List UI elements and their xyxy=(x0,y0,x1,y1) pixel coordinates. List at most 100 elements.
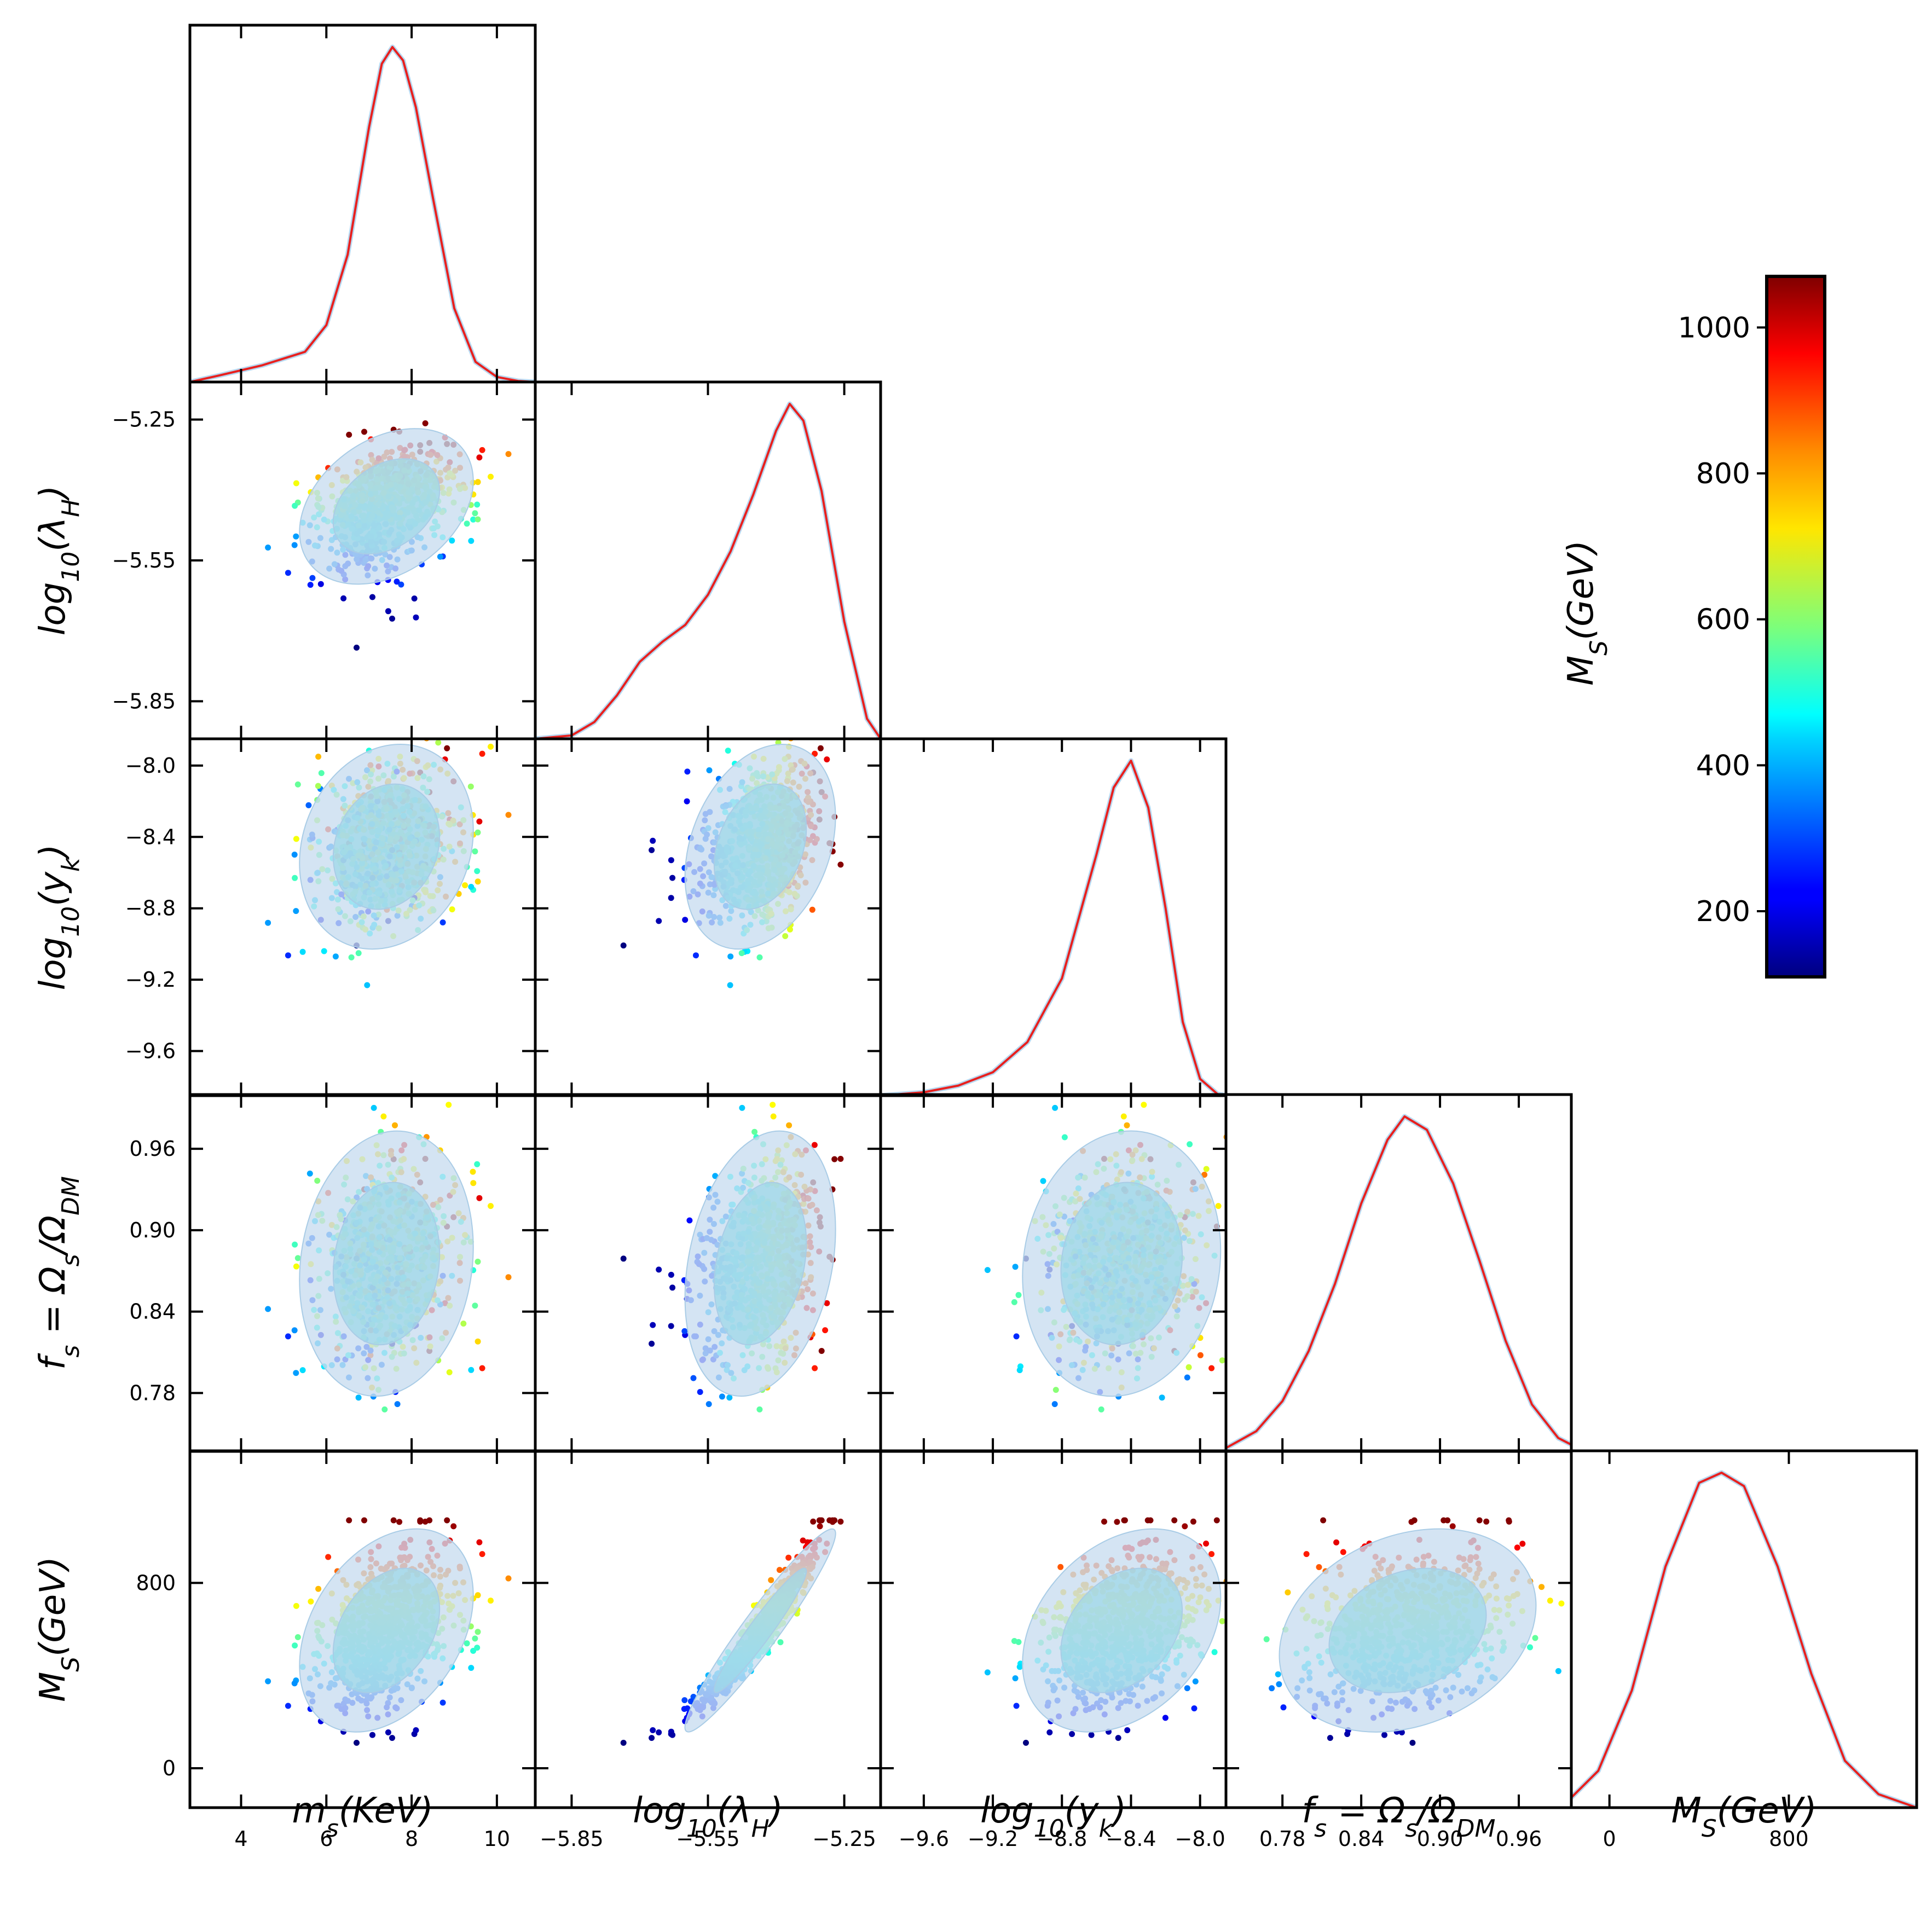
scatter-point xyxy=(1228,1234,1234,1240)
scatter-point xyxy=(1011,1299,1017,1305)
scatter-point xyxy=(341,1084,347,1090)
scatter-point xyxy=(265,545,271,551)
scatter-point xyxy=(315,783,321,789)
scatter-point xyxy=(468,1367,475,1373)
y-tick-label: 0.96 xyxy=(129,1137,176,1161)
scatter-point xyxy=(422,1518,429,1525)
scatter-point xyxy=(681,1328,688,1334)
scatter-point xyxy=(1066,1484,1072,1490)
scatter-point xyxy=(736,1484,742,1490)
scatter-point xyxy=(315,754,322,760)
scatter-point xyxy=(464,1640,470,1647)
scatter-point xyxy=(1208,1365,1215,1371)
scatter-point xyxy=(475,829,481,836)
panel-lamH-vs-lamH xyxy=(534,380,882,740)
scatter-point xyxy=(756,954,763,960)
scatter-point xyxy=(422,420,429,426)
scatter-point xyxy=(712,1173,719,1179)
contour-68 xyxy=(332,1182,441,1346)
panel-fs-vs-ms: 0.780.840.900.96 xyxy=(129,1084,537,1453)
scatter-point xyxy=(686,1217,693,1224)
contour-68 xyxy=(713,1182,807,1346)
scatter-point xyxy=(1141,1102,1147,1108)
scatter-point xyxy=(293,1370,299,1376)
scatter-point xyxy=(292,502,298,509)
scatter-point xyxy=(620,942,627,949)
scatter-point xyxy=(291,852,298,858)
panel-ms-vs-ms xyxy=(188,24,537,384)
scatter-point xyxy=(314,1178,321,1184)
scatter-point xyxy=(346,431,352,438)
scatter-point xyxy=(444,1517,450,1524)
scatter-point xyxy=(385,608,391,615)
panel-layer: −5.85−5.55−5.25−9.6−9.2−8.8−8.4−8.00.780… xyxy=(112,24,1918,1851)
panel-frame xyxy=(879,737,1228,1097)
scatter-point xyxy=(809,906,815,913)
y-tick-label: 0.84 xyxy=(129,1300,176,1324)
scatter-point xyxy=(475,1338,481,1345)
scatter-point xyxy=(467,783,474,790)
scatter-point xyxy=(294,781,301,788)
y-tick-label: −8.0 xyxy=(125,754,176,778)
scatter-point xyxy=(505,812,512,818)
scatter-point xyxy=(364,982,371,988)
scatter-point xyxy=(439,919,446,925)
scatter-point xyxy=(757,1084,763,1090)
scatter-point xyxy=(1215,1203,1222,1209)
scatter-point xyxy=(449,537,455,544)
scatter-point xyxy=(1098,1406,1104,1413)
scatter-point xyxy=(285,1333,291,1340)
scatter-point xyxy=(837,861,844,868)
scatter-point xyxy=(817,745,824,751)
scatter-point xyxy=(299,948,306,955)
scatter-point xyxy=(807,731,813,737)
scatter-point xyxy=(475,878,481,885)
scatter-point xyxy=(1146,1084,1152,1090)
scatter-point xyxy=(668,1323,674,1329)
scatter-point xyxy=(684,768,691,775)
panel-lamH-vs-ms: −5.85−5.55−5.25 xyxy=(112,380,537,740)
scatter-point xyxy=(1015,1292,1022,1298)
scatter-point xyxy=(396,1519,403,1525)
scatter-point xyxy=(392,1122,398,1128)
scatter-point xyxy=(476,1539,483,1545)
scatter-point xyxy=(293,480,299,487)
kde-line xyxy=(535,403,881,739)
scatter-point xyxy=(294,1255,301,1261)
scatter-point xyxy=(411,595,418,602)
scatter-point xyxy=(413,614,419,621)
scatter-point xyxy=(786,1122,793,1128)
scatter-point xyxy=(472,510,478,517)
scatter-point xyxy=(474,868,481,875)
scatter-point xyxy=(446,1369,453,1375)
scatter-point xyxy=(348,954,355,960)
scatter-point xyxy=(293,1603,299,1609)
scatter-point xyxy=(472,848,478,855)
scatter-point xyxy=(475,516,481,523)
scatter-point xyxy=(325,1554,332,1560)
panel-yk-vs-ms: −9.6−9.2−8.8−8.4−8.0 xyxy=(125,721,537,1097)
scatter-point xyxy=(285,570,291,576)
scatter-point xyxy=(782,933,789,939)
scatter-point xyxy=(684,798,690,804)
scatter-point xyxy=(460,1321,467,1327)
scatter-point xyxy=(770,1113,777,1120)
scatter-point xyxy=(369,594,375,600)
scatter-point xyxy=(354,1740,360,1746)
scatter-point xyxy=(332,953,339,960)
scatter-point xyxy=(439,1699,446,1706)
scatter-point xyxy=(373,721,379,727)
scatter-point xyxy=(265,919,271,926)
scatter-point xyxy=(413,1727,419,1733)
scatter-point xyxy=(285,1703,291,1709)
scatter-point xyxy=(389,1735,395,1741)
scatter-point xyxy=(668,1271,674,1278)
panel-yk-vs-lamH xyxy=(534,731,882,1097)
scatter-point xyxy=(354,644,360,651)
scatter-point xyxy=(1124,1122,1130,1128)
scatter-point xyxy=(472,1635,478,1642)
scatter-point xyxy=(361,429,367,435)
scatter-point xyxy=(476,454,483,461)
scatter-point xyxy=(446,1102,452,1108)
